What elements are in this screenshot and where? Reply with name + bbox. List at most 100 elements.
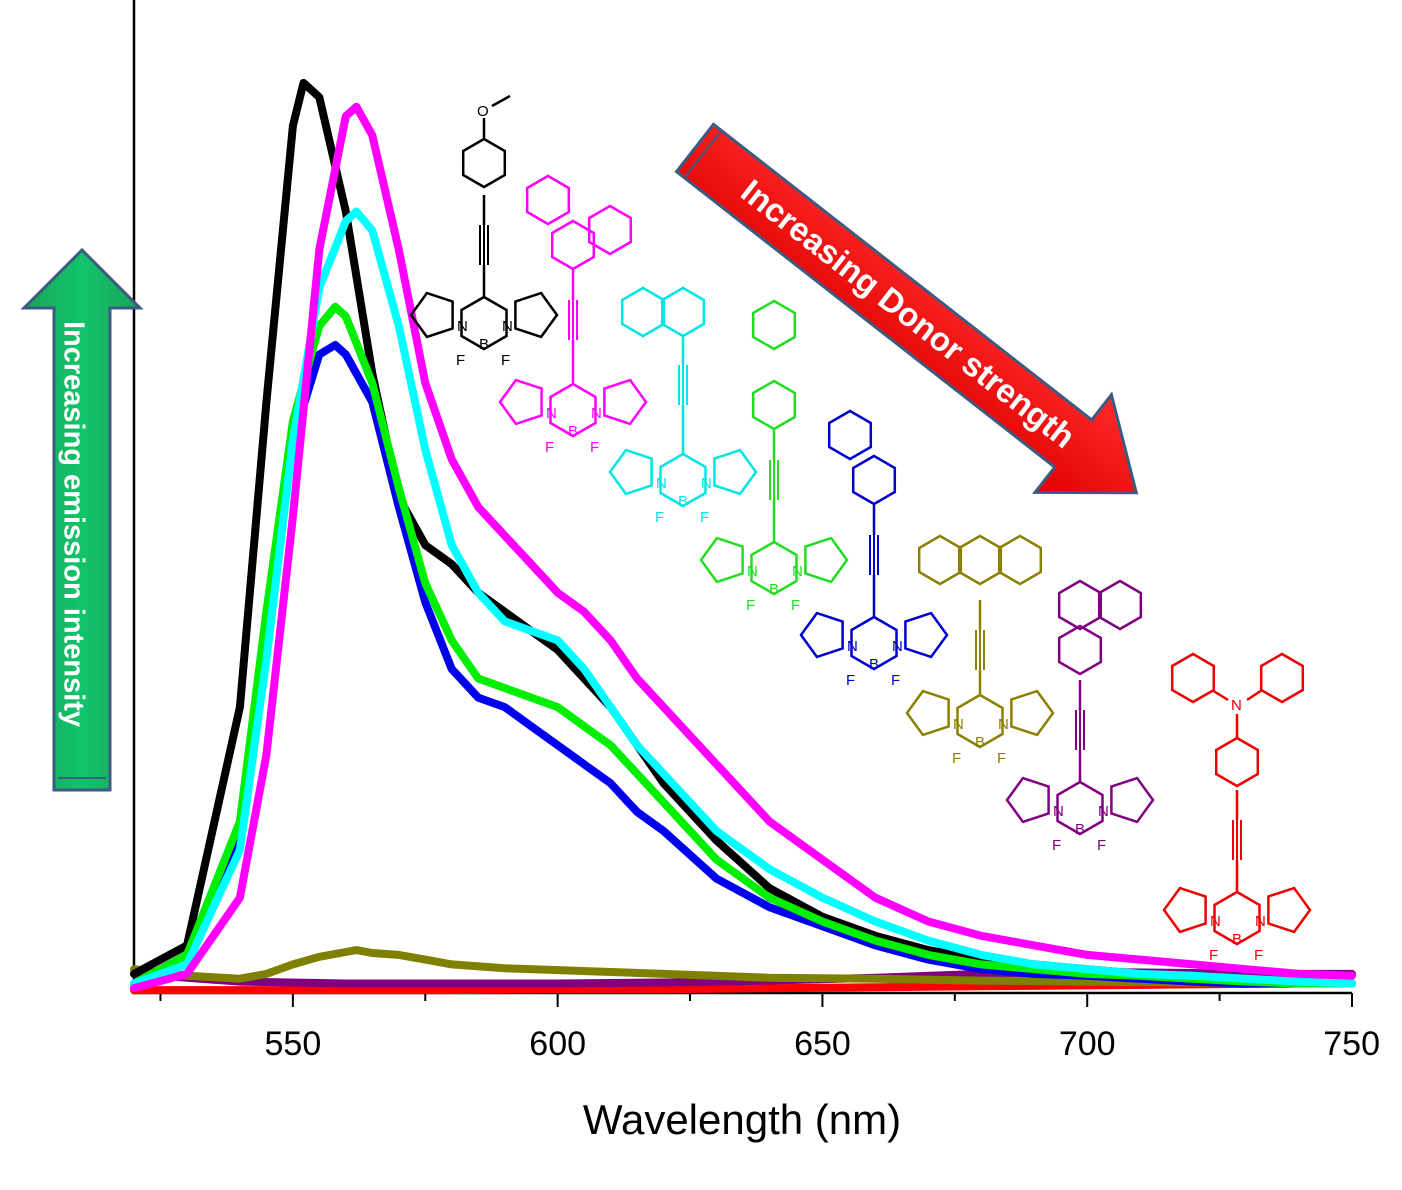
bond xyxy=(491,94,511,108)
atom-label: F xyxy=(746,597,755,614)
bodipy-core-ring xyxy=(659,452,707,508)
atom-label: N xyxy=(998,716,1009,733)
donor-ring xyxy=(917,534,963,586)
donor-ring xyxy=(550,219,596,271)
donor-ring xyxy=(1057,579,1103,631)
x-axis-ticks: 550 600 650 700 750 xyxy=(159,993,1380,1063)
pyrrole-ring xyxy=(1010,689,1055,737)
donor-ring xyxy=(461,137,507,189)
pyrrole-ring xyxy=(1005,776,1050,824)
atom-label: F xyxy=(952,750,961,767)
bodipy-core-ring xyxy=(460,295,508,351)
atom-label: O xyxy=(477,103,489,120)
donor-ring xyxy=(751,299,797,351)
atom-label: F xyxy=(846,672,855,689)
donor-ring xyxy=(827,409,873,461)
atom-label: N xyxy=(953,716,964,733)
series-group xyxy=(130,78,1356,995)
donor-ring xyxy=(660,286,706,338)
donor-ring xyxy=(1214,736,1260,788)
atom-label: F xyxy=(891,672,900,689)
bodipy-core-ring xyxy=(750,540,798,596)
pyrrole-ring xyxy=(1110,776,1155,824)
atom-label: F xyxy=(545,439,554,456)
donor-ring xyxy=(957,534,1003,586)
bodipy-core-ring xyxy=(1056,780,1104,836)
atom-label: B xyxy=(769,581,779,598)
atom-label: N xyxy=(847,638,858,655)
series-line xyxy=(130,102,1356,993)
atom-label: F xyxy=(1209,947,1218,964)
atom-label: F xyxy=(1052,837,1061,854)
pyrrole-ring xyxy=(713,448,758,496)
donor-ring xyxy=(525,174,571,226)
pyrrole-ring xyxy=(603,378,648,426)
atom-label: F xyxy=(501,352,510,369)
atom-label: F xyxy=(1254,947,1263,964)
series-line xyxy=(130,341,1356,988)
atom-label: B xyxy=(1075,821,1085,838)
atom-label: B xyxy=(568,423,578,440)
donor-ring xyxy=(1170,652,1216,704)
atom-label: N xyxy=(656,475,667,492)
donor-ring xyxy=(751,379,797,431)
x-tick-label: 650 xyxy=(794,1025,851,1063)
x-tick-label: 750 xyxy=(1323,1025,1380,1063)
atom-label: F xyxy=(1097,837,1106,854)
donor-ring xyxy=(997,534,1043,586)
pyrrole-ring xyxy=(904,611,949,659)
atom-label: N xyxy=(457,318,468,335)
atom-label: B xyxy=(678,493,688,510)
x-tick-label: 550 xyxy=(265,1025,322,1063)
series-line xyxy=(130,946,1356,988)
intensity-arrow-label: Increasing emission intensity xyxy=(57,321,89,727)
bodipy-core-ring xyxy=(549,382,597,438)
intensity-arrow: Increasing emission intensity xyxy=(20,247,144,792)
atom-label: B xyxy=(975,734,985,751)
atom-label: B xyxy=(1232,931,1242,948)
atom-label: N xyxy=(1210,913,1221,930)
pyrrole-ring xyxy=(608,448,653,496)
molecule-structures: N NBF FON NBF FN NBF FN NBF FN NBF FN NBF FN NBF FN NBF… xyxy=(409,94,1312,964)
donor-ring xyxy=(587,204,633,256)
pyrrole-ring xyxy=(498,378,543,426)
atom-label: B xyxy=(479,336,489,353)
pyrrole-ring xyxy=(699,536,744,584)
atom-label: N xyxy=(792,563,803,580)
bodipy-core-ring xyxy=(850,615,898,671)
bodipy-core-ring xyxy=(1213,890,1261,946)
pyrrole-ring xyxy=(1267,886,1312,934)
atom-label: F xyxy=(997,750,1006,767)
bodipy-core-ring xyxy=(956,693,1004,749)
x-axis-title: Wavelength (nm) xyxy=(583,1096,901,1143)
atom-label: N xyxy=(502,318,513,335)
bond xyxy=(1211,688,1229,702)
donor-ring xyxy=(620,286,666,338)
series-line xyxy=(130,302,1356,988)
bond xyxy=(1246,688,1263,702)
atom-label: N xyxy=(1231,697,1242,714)
atom-label: N xyxy=(701,475,712,492)
x-tick-label: 600 xyxy=(529,1025,586,1063)
atom-label: F xyxy=(700,509,709,526)
atom-label: F xyxy=(456,352,465,369)
atom-label: N xyxy=(546,405,557,422)
atom-label: N xyxy=(747,563,758,580)
pyrrole-ring xyxy=(409,291,454,339)
series-line xyxy=(130,207,1356,988)
donor-arrow: Increasing Donor strength xyxy=(674,122,1139,495)
atom-label: F xyxy=(590,439,599,456)
pyrrole-ring xyxy=(514,291,559,339)
donor-ring xyxy=(1057,624,1103,676)
pyrrole-ring xyxy=(905,689,950,737)
donor-arrow-label: Increasing Donor strength xyxy=(734,172,1082,455)
atom-label: B xyxy=(869,656,879,673)
atom-label: N xyxy=(1053,803,1064,820)
atom-label: N xyxy=(892,638,903,655)
donor-ring xyxy=(1097,579,1143,631)
pyrrole-ring xyxy=(804,536,849,584)
atom-label: N xyxy=(1098,803,1109,820)
donor-ring xyxy=(851,454,897,506)
atom-label: F xyxy=(791,597,800,614)
atom-label: N xyxy=(591,405,602,422)
